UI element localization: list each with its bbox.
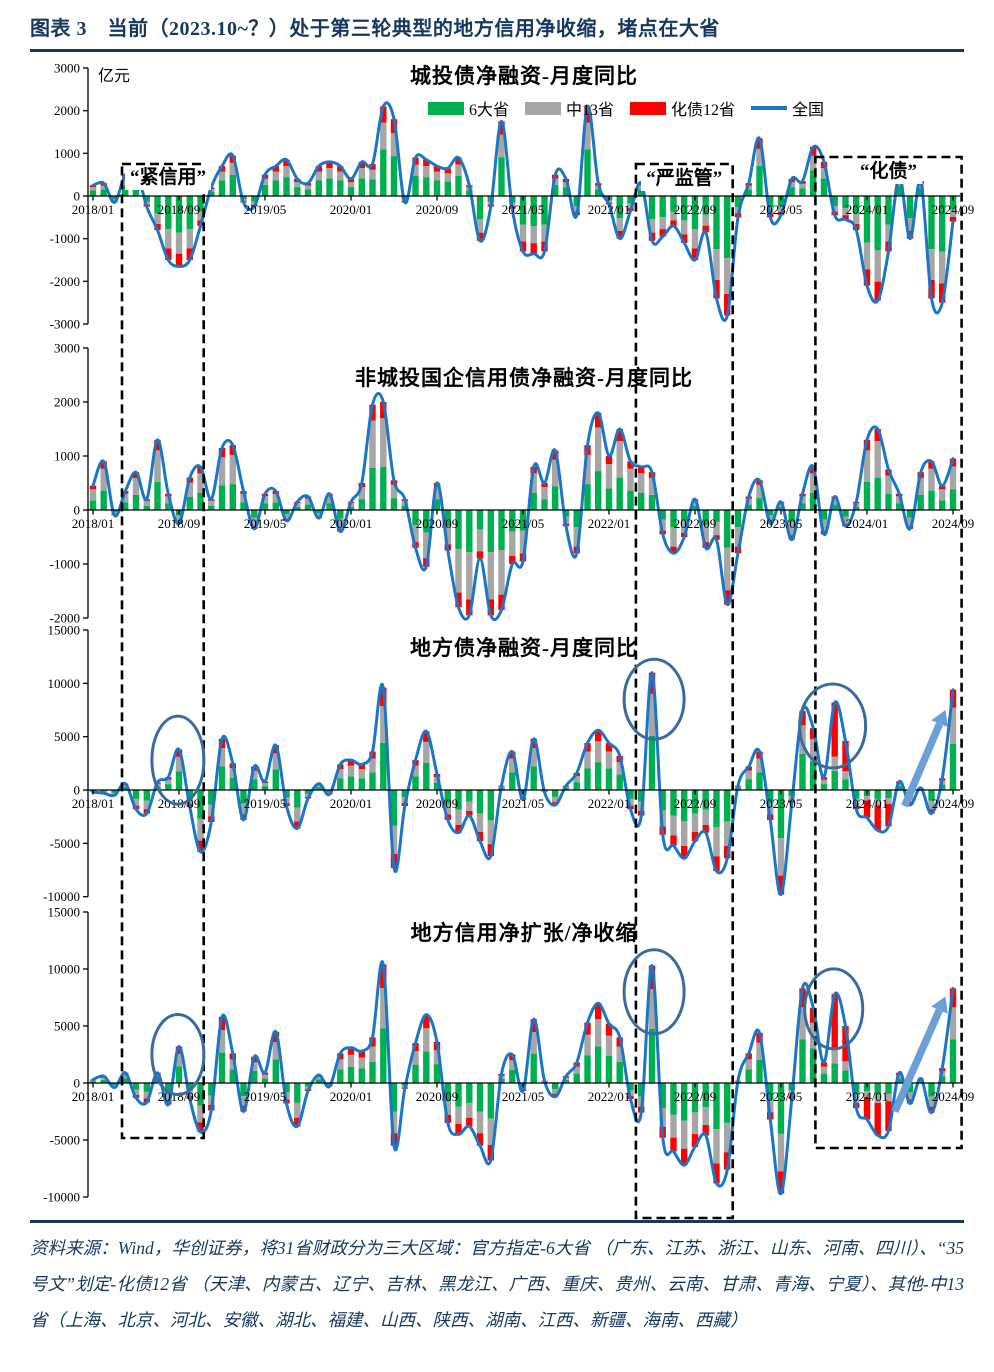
svg-text:15000: 15000 (48, 905, 81, 920)
svg-text:2023/05: 2023/05 (760, 516, 803, 531)
svg-text:2018/09: 2018/09 (158, 516, 201, 531)
svg-text:1000: 1000 (54, 449, 80, 464)
svg-text:10000: 10000 (48, 962, 81, 977)
svg-text:2024/09: 2024/09 (932, 516, 975, 531)
legend-label: 全国 (792, 102, 825, 119)
chart3-title: 地方债净融资-月度同比 (410, 636, 638, 660)
svg-text:2018/01: 2018/01 (72, 1089, 115, 1104)
svg-text:0: 0 (74, 783, 81, 798)
svg-text:2022/01: 2022/01 (588, 202, 631, 217)
svg-text:10000: 10000 (48, 676, 81, 691)
svg-text:-10000: -10000 (43, 1190, 80, 1205)
legend-label: 中13省 (566, 102, 615, 119)
svg-text:2024/09: 2024/09 (932, 796, 975, 811)
svg-text:2020/09: 2020/09 (416, 1089, 459, 1104)
svg-text:1000: 1000 (54, 146, 80, 161)
svg-text:2022/01: 2022/01 (588, 516, 631, 531)
svg-text:-1000: -1000 (50, 557, 80, 572)
svg-text:3000: 3000 (54, 341, 80, 356)
legend-label: 化债12省 (671, 102, 736, 119)
green-bar-swatch-icon (428, 101, 464, 115)
chart4-title: 地方信用净扩张/净收缩 (410, 921, 638, 945)
svg-text:2019/05: 2019/05 (244, 796, 287, 811)
svg-text:2020/09: 2020/09 (416, 202, 459, 217)
legend-item-huazhai12: 化债12省 (630, 96, 735, 120)
annotation-label-strict-regulation: “严监管” (641, 167, 728, 191)
svg-text:2023/05: 2023/05 (760, 796, 803, 811)
svg-text:2020/01: 2020/01 (330, 1089, 373, 1104)
svg-text:2022/01: 2022/01 (588, 1089, 631, 1104)
svg-text:2024/09: 2024/09 (932, 1089, 975, 1104)
annotation-label-tight-credit: “紧信用” (125, 166, 212, 190)
svg-text:2019/05: 2019/05 (244, 1089, 287, 1104)
svg-text:5000: 5000 (54, 1019, 80, 1034)
svg-text:2020/01: 2020/01 (330, 796, 373, 811)
svg-text:-1000: -1000 (50, 231, 80, 246)
title-divider (30, 49, 964, 52)
legend-item-national: 全国 (751, 96, 824, 120)
svg-text:2019/05: 2019/05 (244, 516, 287, 531)
svg-text:2024/01: 2024/01 (846, 202, 889, 217)
chart2-title: 非城投国企信用债净融资-月度同比 (355, 366, 693, 390)
unit-label: 亿元 (98, 68, 131, 85)
svg-text:3000: 3000 (54, 61, 80, 76)
svg-text:15000: 15000 (48, 623, 81, 638)
svg-text:2022/09: 2022/09 (674, 516, 717, 531)
blue-line-swatch-icon (751, 106, 788, 110)
svg-text:2020/01: 2020/01 (330, 516, 373, 531)
svg-text:2018/01: 2018/01 (72, 796, 115, 811)
legend-item-6provinces: 6大省 (428, 96, 509, 120)
svg-text:2022/09: 2022/09 (674, 796, 717, 811)
svg-text:2018/09: 2018/09 (158, 1089, 201, 1104)
annotation-label-debt-resolution: “化债” (854, 160, 923, 184)
figure-title: 图表 3 当前（2023.10~？）处于第三轮典型的地方信用净收缩，堵点在大省 (30, 18, 720, 40)
svg-text:2018/09: 2018/09 (158, 202, 201, 217)
svg-text:2000: 2000 (54, 103, 80, 118)
source-note: 资料来源：Wind，华创证券，将31省财政分为三大区域：官方指定-6大省 （广东… (30, 1238, 964, 1330)
legend: 6大省 中13省 化债12省 全国 (428, 96, 824, 120)
svg-text:2022/01: 2022/01 (588, 796, 631, 811)
svg-text:2023/05: 2023/05 (760, 202, 803, 217)
svg-text:2021/05: 2021/05 (502, 202, 545, 217)
svg-text:-2000: -2000 (50, 611, 80, 626)
svg-text:2019/05: 2019/05 (244, 202, 287, 217)
footer-divider (30, 1220, 964, 1223)
gray-bar-swatch-icon (525, 101, 562, 115)
svg-text:2020/09: 2020/09 (416, 516, 459, 531)
svg-text:2021/05: 2021/05 (502, 796, 545, 811)
svg-text:-3000: -3000 (50, 317, 80, 332)
chart1-title: 城投债净融资-月度同比 (410, 64, 638, 88)
svg-text:2024/01: 2024/01 (846, 516, 889, 531)
svg-text:0: 0 (74, 189, 81, 204)
svg-text:2018/01: 2018/01 (72, 516, 115, 531)
svg-text:2000: 2000 (54, 395, 80, 410)
legend-label: 6大省 (469, 102, 510, 119)
svg-text:-2000: -2000 (50, 274, 80, 289)
svg-text:0: 0 (74, 503, 81, 518)
svg-text:2018/01: 2018/01 (72, 202, 115, 217)
svg-text:2022/09: 2022/09 (674, 1089, 717, 1104)
svg-text:-10000: -10000 (43, 889, 80, 904)
svg-text:2020/09: 2020/09 (416, 796, 459, 811)
svg-text:-5000: -5000 (50, 1133, 80, 1148)
svg-text:0: 0 (74, 1076, 81, 1091)
svg-text:2024/09: 2024/09 (932, 202, 975, 217)
red-bar-swatch-icon (630, 101, 667, 115)
svg-text:2024/01: 2024/01 (846, 1089, 889, 1104)
svg-text:2024/01: 2024/01 (846, 796, 889, 811)
svg-text:5000: 5000 (54, 729, 80, 744)
svg-text:2021/05: 2021/05 (502, 516, 545, 531)
svg-text:-5000: -5000 (50, 836, 80, 851)
svg-text:2022/09: 2022/09 (674, 202, 717, 217)
svg-text:2021/05: 2021/05 (502, 1089, 545, 1104)
svg-text:2020/01: 2020/01 (330, 202, 373, 217)
legend-item-mid13: 中13省 (525, 96, 614, 120)
svg-text:2023/05: 2023/05 (760, 1089, 803, 1104)
